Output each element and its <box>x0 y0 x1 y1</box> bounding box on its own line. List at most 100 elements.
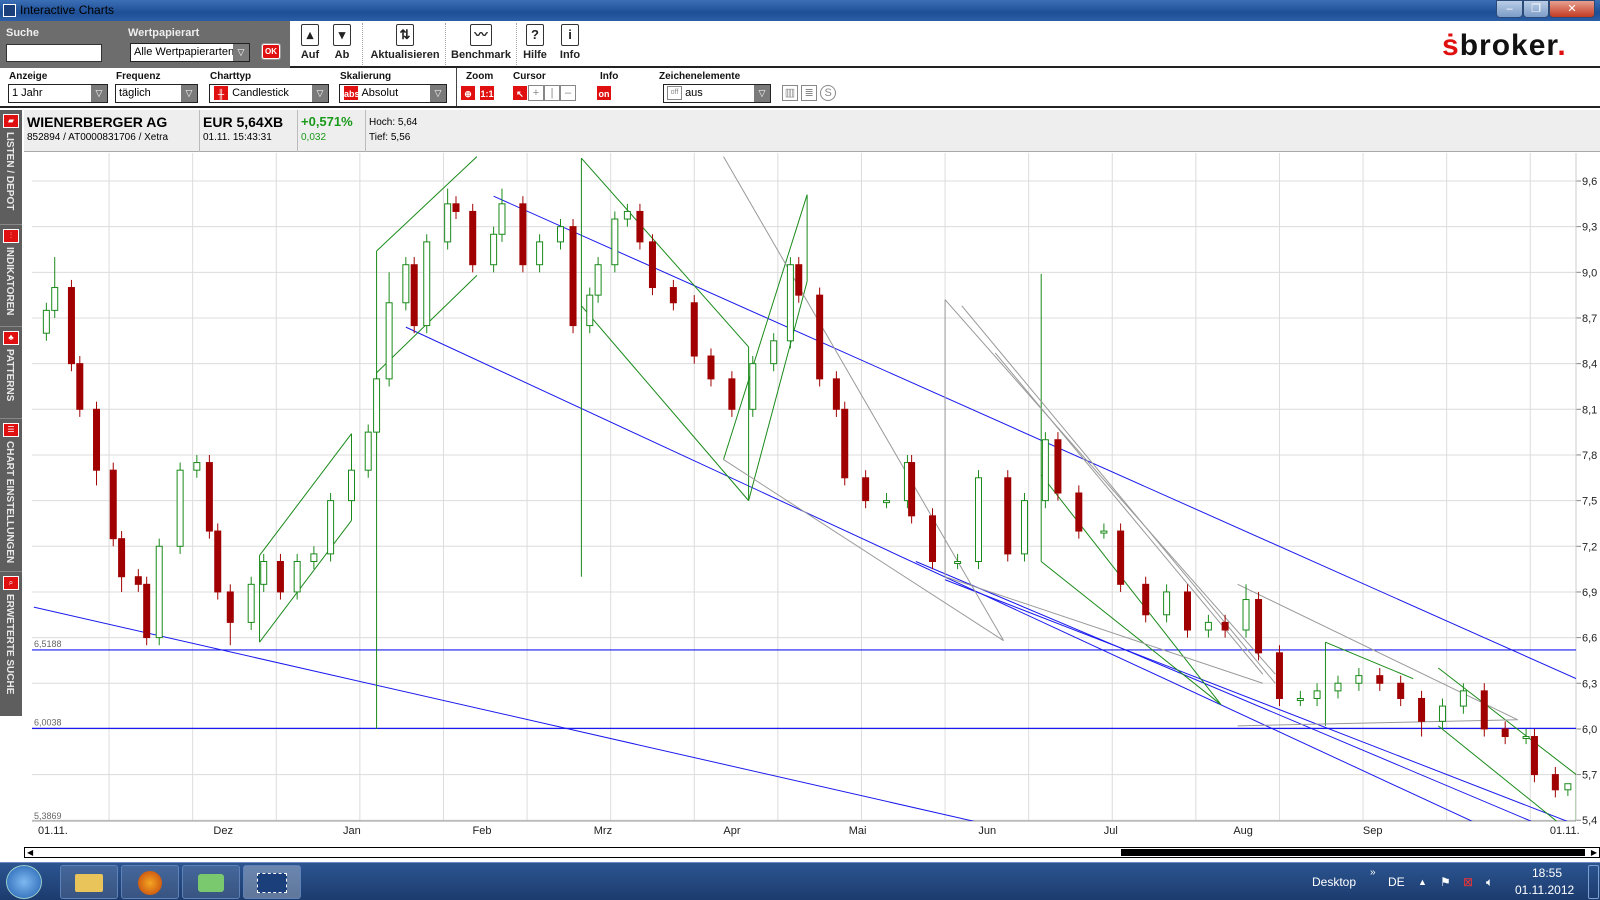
candle-body <box>1184 591 1191 631</box>
scaling-select[interactable]: abs Absolut ▽ <box>339 84 447 103</box>
language-indicator[interactable]: DE <box>1388 875 1405 889</box>
scroll-right-arrow-icon[interactable]: ▶ <box>1590 848 1597 857</box>
candle-body <box>648 241 656 289</box>
sidebar-item-listen-depot[interactable]: ▰ LISTEN / DEPOT <box>0 110 22 225</box>
candle-body <box>1459 690 1467 707</box>
sidebar-item-indikatoren[interactable]: ⫶ INDIKATOREN <box>0 225 22 327</box>
sidebar-item-erweterte-suche[interactable]: ⌕ ERWETERTE SUCHE <box>0 572 22 716</box>
up-button[interactable]: ▴ Auf <box>298 24 322 61</box>
ok-button[interactable]: OK <box>261 43 281 60</box>
taskbar-explorer[interactable] <box>60 865 118 899</box>
candle-body <box>1117 530 1125 585</box>
triangle-up-icon: ▴ <box>301 24 319 46</box>
candle-body <box>1020 500 1028 555</box>
drawing-select[interactable]: off aus ▽ <box>663 84 771 103</box>
trendline-gray <box>1237 583 1518 721</box>
day-high: Hoch: 5,64 <box>369 117 418 128</box>
charttype-select[interactable]: ╫ Candlestick ▽ <box>209 84 329 103</box>
security-type-select[interactable]: Alle Wertpapierarten ▽ <box>130 43 250 62</box>
down-label: Ab <box>334 49 350 61</box>
change-info: +0,571% 0,032 <box>298 110 366 152</box>
network-disconnected-icon[interactable]: ⊠ <box>1463 875 1474 889</box>
candle-body <box>795 264 803 296</box>
candle-body <box>327 500 335 555</box>
candle-body <box>536 241 544 266</box>
candle-body <box>1004 477 1012 555</box>
candle-body <box>134 576 142 585</box>
toolbar-chevron[interactable]: » <box>1370 867 1376 878</box>
candle-body <box>749 363 757 410</box>
candle-body <box>1221 621 1229 631</box>
benchmark-button[interactable]: 〰 Benchmark <box>448 24 514 61</box>
candle-body <box>193 462 201 471</box>
down-button[interactable]: ▾ Ab <box>330 24 354 61</box>
chart-scrollbar[interactable]: ◀ ▶ <box>24 847 1600 858</box>
desktop-toolbar[interactable]: Desktop <box>1312 875 1357 889</box>
refresh-button[interactable]: ⇅ Aktualisieren <box>367 24 443 61</box>
speaker-icon[interactable]: 🔈︎ <box>1486 875 1494 889</box>
zoom-reset-button[interactable]: 1:1 <box>479 85 496 101</box>
sidebar-item-patterns[interactable]: ♣ PATTERNS <box>0 327 22 419</box>
help-button[interactable]: ? Hilfe <box>520 24 550 61</box>
window-title: Interactive Charts <box>20 3 115 17</box>
y-tick-label: 8,1 <box>1582 404 1597 416</box>
scaling-label: Skalierung <box>340 71 392 82</box>
clock-date[interactable]: 01.11.2012 <box>1515 883 1575 897</box>
scroll-left-arrow-icon[interactable]: ◀ <box>27 848 34 857</box>
info-toggle[interactable]: on <box>596 85 612 101</box>
drawing-label: Zeichenelemente <box>659 71 741 82</box>
s-circle-icon[interactable]: S <box>820 85 837 101</box>
action-center-flag-icon[interactable]: ⚑ <box>1440 875 1451 889</box>
crosshair-cursor-icon[interactable]: + <box>528 85 544 101</box>
taskbar-firefox[interactable] <box>121 865 179 899</box>
candle-body <box>276 561 284 593</box>
candle-body <box>1501 728 1509 738</box>
show-hidden-icons[interactable]: ▲ <box>1418 877 1427 887</box>
search-input[interactable] <box>6 44 102 62</box>
y-tick-label: 7,5 <box>1582 496 1597 508</box>
scrollbar-thumb[interactable] <box>1121 849 1585 856</box>
divider <box>445 23 446 65</box>
info-button[interactable]: i Info <box>556 24 584 61</box>
close-button[interactable]: ✕ <box>1549 0 1595 18</box>
trendline-green <box>1040 474 1222 705</box>
taskbar-app[interactable] <box>182 865 240 899</box>
clock-time[interactable]: 18:55 <box>1532 866 1563 880</box>
help-label: Hilfe <box>523 49 547 61</box>
horizontal-cursor-icon[interactable]: – <box>560 85 576 101</box>
minimize-button[interactable]: – <box>1496 0 1523 18</box>
trendline-green <box>748 281 808 501</box>
show-desktop-button[interactable] <box>1588 865 1599 899</box>
y-tick-label: 5,4 <box>1582 815 1597 827</box>
explorer-icon <box>75 874 103 892</box>
candle-body <box>929 515 937 562</box>
frequency-select[interactable]: täglich ▽ <box>115 84 198 103</box>
taskbar-interactive-charts[interactable] <box>243 865 301 899</box>
zoom-in-icon[interactable]: ⊕ <box>460 85 476 101</box>
search-label: Suche <box>6 27 40 39</box>
chevron-down-icon: ▽ <box>233 44 249 61</box>
horizontal-line-label: 6,5188 <box>34 639 62 649</box>
x-tick-label: Feb <box>473 825 492 837</box>
bar-chart-icon[interactable]: ▥ <box>782 85 798 101</box>
sidebar-item-chart-einstellungen[interactable]: ☰ CHART EINSTELLUNGEN <box>0 419 22 572</box>
candle-body <box>1296 697 1304 701</box>
candle-body <box>519 203 527 266</box>
trendline-green <box>1437 667 1576 775</box>
candle-body <box>1438 705 1446 722</box>
start-button[interactable] <box>6 865 42 899</box>
candle-body <box>690 302 698 357</box>
maximize-button[interactable]: ❐ <box>1523 0 1549 18</box>
info-on-toggle[interactable]: on <box>596 85 612 101</box>
candlestick-chart[interactable]: 9,6 9,3 9,0 8,7 8,4 8,1 7,8 7,5 7,2 6,9 6,6 6,3 6,0 5… <box>24 153 1600 845</box>
trendline-green <box>723 194 808 460</box>
vertical-cursor-icon[interactable]: | <box>544 85 560 101</box>
candle-body <box>1242 599 1250 631</box>
display-select[interactable]: 1 Jahr ▽ <box>8 84 108 103</box>
candle-body <box>1551 774 1559 791</box>
main-toolbar: Suche Wertpapierart Alle Wertpapierarten… <box>0 21 1600 68</box>
note-icon[interactable]: ≣ <box>801 85 818 101</box>
pointer-cursor-icon[interactable]: ↖ <box>512 85 528 101</box>
y-tick-label: 6,6 <box>1582 633 1597 645</box>
refresh-label: Aktualisieren <box>370 49 440 61</box>
